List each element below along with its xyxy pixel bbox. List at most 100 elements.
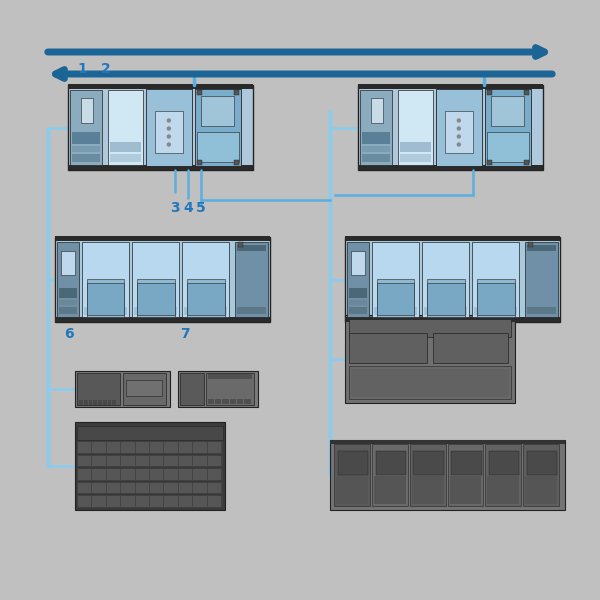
Bar (150, 455, 163, 466)
Text: 5: 5 (196, 201, 206, 215)
Bar (179, 469, 192, 480)
Circle shape (457, 135, 460, 138)
Bar (75, 422, 225, 510)
Bar (179, 442, 192, 452)
Bar (524, 160, 529, 165)
Bar (75, 371, 170, 407)
Bar (72, 132, 100, 144)
Bar (72, 146, 100, 152)
Bar (436, 89, 482, 166)
Bar (107, 400, 111, 405)
Bar (89, 400, 92, 405)
Bar (197, 160, 202, 165)
Bar (238, 245, 266, 251)
Bar (87, 283, 124, 315)
Bar (77, 426, 223, 440)
Bar (78, 469, 91, 480)
Bar (372, 242, 419, 317)
Bar (336, 476, 368, 504)
Bar (237, 399, 243, 404)
Bar (137, 279, 175, 317)
Bar (150, 496, 163, 507)
Bar (78, 483, 91, 493)
Bar (107, 469, 120, 480)
Bar (103, 400, 107, 405)
Bar (208, 496, 221, 507)
Bar (194, 89, 241, 166)
Circle shape (457, 127, 460, 130)
Bar (182, 242, 229, 317)
Bar (121, 496, 134, 507)
Bar (98, 400, 102, 405)
Bar (55, 317, 270, 322)
Bar (345, 317, 560, 322)
Bar (77, 455, 223, 467)
Bar (487, 90, 491, 95)
Bar (358, 85, 543, 170)
Bar (208, 483, 221, 493)
Bar (132, 242, 179, 317)
Bar (107, 90, 143, 165)
Bar (150, 442, 163, 452)
Bar (187, 279, 225, 317)
Bar (92, 496, 106, 507)
Bar (349, 300, 367, 305)
Bar (184, 307, 227, 315)
Bar (80, 98, 93, 123)
Bar (197, 132, 239, 162)
Bar (208, 469, 221, 480)
Bar (136, 469, 149, 480)
Bar (371, 98, 383, 123)
Bar (474, 307, 517, 315)
Bar (485, 444, 521, 506)
Bar (164, 442, 178, 452)
Bar (215, 399, 221, 404)
Bar (208, 455, 221, 466)
Bar (376, 451, 406, 475)
Bar (164, 455, 178, 466)
Bar (121, 455, 134, 466)
Bar (345, 236, 560, 241)
Bar (527, 245, 556, 251)
Bar (351, 369, 509, 397)
Bar (523, 444, 559, 506)
Bar (72, 154, 100, 162)
Bar (524, 90, 529, 95)
Bar (137, 283, 175, 315)
Bar (487, 132, 529, 162)
Bar (349, 319, 511, 337)
Bar (79, 400, 83, 405)
Bar (485, 89, 531, 166)
Bar (362, 132, 390, 144)
Bar (146, 89, 192, 166)
Circle shape (457, 143, 460, 146)
Bar (377, 279, 415, 317)
Text: 6: 6 (64, 327, 74, 341)
Circle shape (167, 143, 170, 146)
Bar (208, 399, 214, 404)
Bar (164, 469, 178, 480)
Bar (206, 373, 254, 405)
Bar (136, 496, 149, 507)
Bar (136, 483, 149, 493)
Bar (150, 483, 163, 493)
Bar (422, 242, 469, 317)
Circle shape (167, 135, 170, 138)
Bar (193, 442, 206, 452)
Bar (349, 288, 367, 298)
Bar (208, 442, 221, 452)
Bar (193, 496, 206, 507)
Bar (427, 279, 464, 317)
Bar (427, 283, 464, 315)
Bar (77, 468, 223, 481)
Bar (345, 315, 515, 403)
Bar (372, 444, 407, 506)
Bar (78, 455, 91, 466)
Bar (107, 483, 120, 493)
Bar (400, 142, 431, 152)
Bar (345, 237, 560, 322)
Bar (121, 442, 134, 452)
Bar (150, 469, 163, 480)
Bar (448, 444, 484, 506)
Circle shape (457, 119, 460, 122)
